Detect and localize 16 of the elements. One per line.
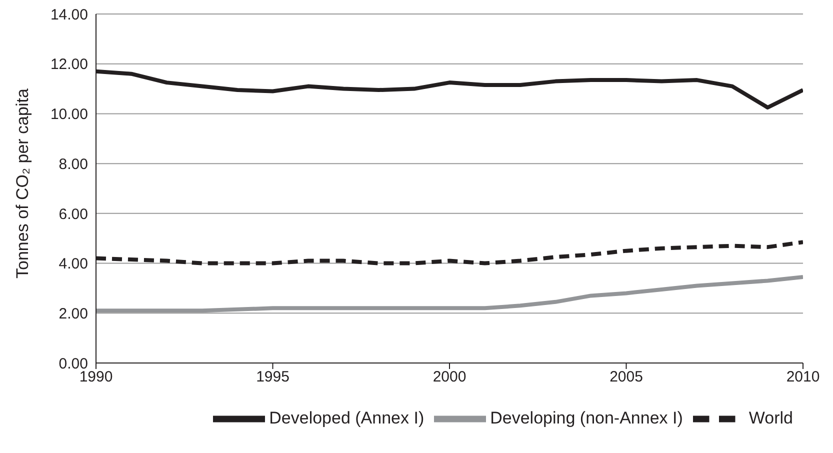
- x-tick-label: 2005: [610, 368, 643, 386]
- x-tick-label: 2000: [432, 368, 466, 386]
- x-tick-label: 1995: [256, 368, 290, 386]
- y-tick-label: 14.00: [50, 6, 88, 24]
- y-tick-label: 2.00: [58, 305, 88, 322]
- y-tick-label: 6.00: [58, 206, 88, 223]
- legend-label: Developing (non-Annex I): [490, 408, 683, 428]
- y-axis-title: Tonnes of CO₂ per capita: [13, 88, 32, 278]
- y-tick-label: 10.00: [50, 106, 88, 124]
- y-tick-label: 12.00: [50, 56, 88, 74]
- line-series: [96, 274, 803, 313]
- x-tick-label: 2010: [786, 368, 820, 386]
- legend-label: World: [748, 408, 793, 428]
- legend-label: Developed (Annex I): [269, 408, 424, 428]
- y-tick-label: 4.00: [58, 256, 88, 273]
- y-tick-label: 8.00: [58, 156, 88, 173]
